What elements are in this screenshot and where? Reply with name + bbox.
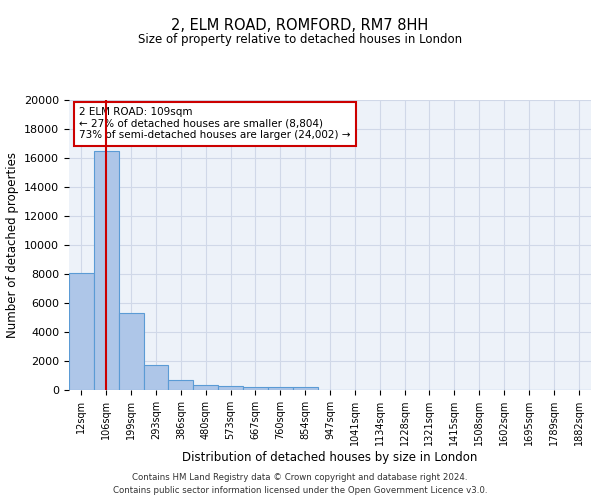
Bar: [143, 364, 169, 390]
Bar: [243, 387, 268, 390]
Bar: [193, 385, 218, 390]
Bar: [218, 386, 243, 390]
Bar: [69, 272, 94, 390]
Text: Contains public sector information licensed under the Open Government Licence v3: Contains public sector information licen…: [113, 486, 487, 495]
Bar: [119, 313, 143, 390]
Y-axis label: Number of detached properties: Number of detached properties: [5, 152, 19, 338]
Text: 2 ELM ROAD: 109sqm
← 27% of detached houses are smaller (8,804)
73% of semi-deta: 2 ELM ROAD: 109sqm ← 27% of detached hou…: [79, 108, 351, 140]
Text: Size of property relative to detached houses in London: Size of property relative to detached ho…: [138, 32, 462, 46]
X-axis label: Distribution of detached houses by size in London: Distribution of detached houses by size …: [182, 451, 478, 464]
Bar: [169, 380, 193, 390]
Text: 2, ELM ROAD, ROMFORD, RM7 8HH: 2, ELM ROAD, ROMFORD, RM7 8HH: [172, 18, 428, 32]
Bar: [293, 387, 317, 390]
Bar: [268, 388, 293, 390]
Text: Contains HM Land Registry data © Crown copyright and database right 2024.: Contains HM Land Registry data © Crown c…: [132, 474, 468, 482]
Bar: [94, 151, 119, 390]
